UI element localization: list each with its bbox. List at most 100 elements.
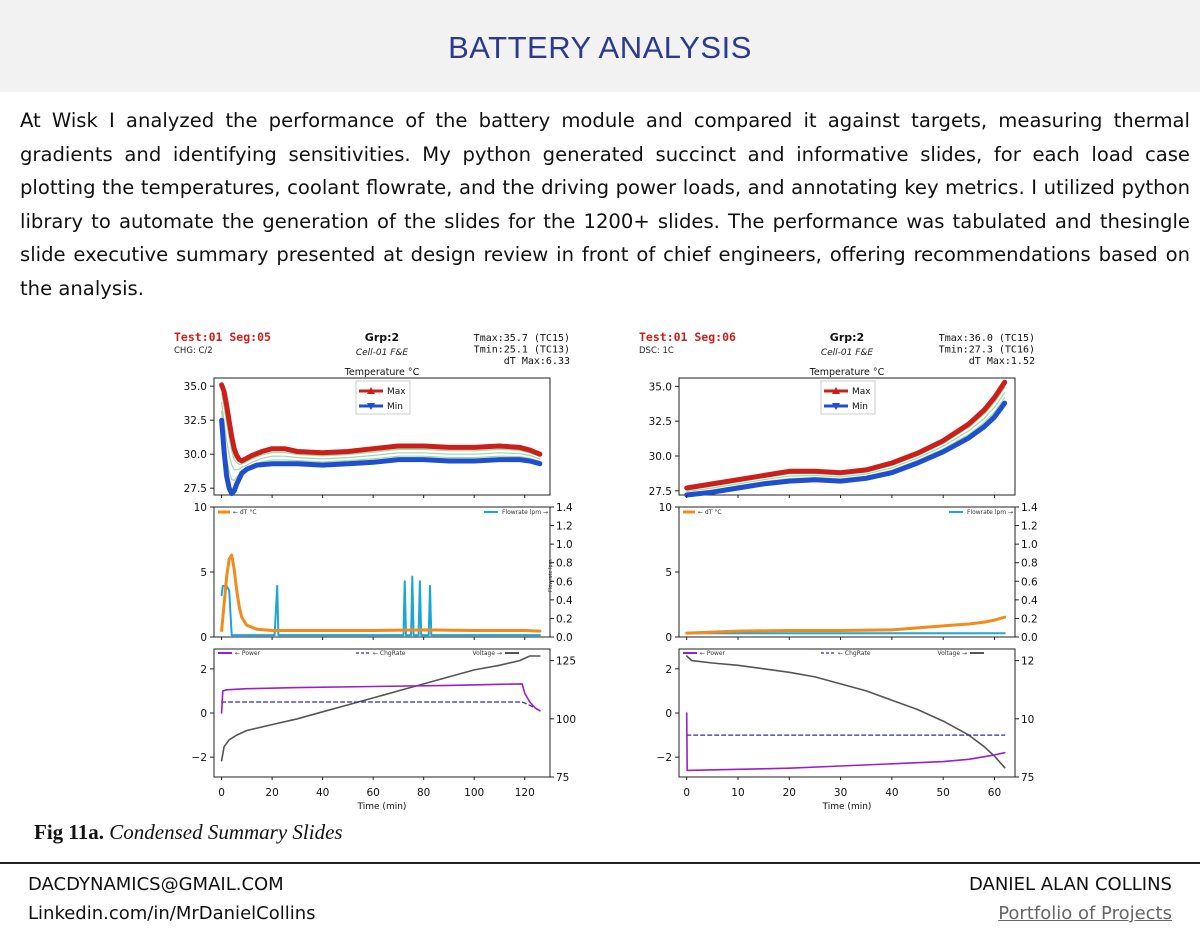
slide-group: Grp:2	[365, 331, 399, 344]
slide-stat: Tmin:27.3 (TC16)	[939, 345, 1035, 356]
voltage-line	[685, 655, 1006, 769]
x-tick-label: 120	[515, 787, 535, 799]
legend-power-label: ← Power	[700, 650, 726, 657]
flow-y-tick-label: 1.2	[556, 521, 573, 533]
summary-slides: Test:01 Seg:05 CHG: C/2 Grp:2 Cell-01 F&E Tm…	[160, 322, 1060, 817]
flow-y-tick-label: 0.0	[556, 632, 573, 644]
power-line	[685, 712, 1006, 772]
x-axis-label: Time (min)	[357, 802, 407, 812]
slide-group: Grp:2	[830, 331, 864, 344]
dt-y-tick-label: 0	[200, 632, 207, 644]
voltage-y-tick-label: 125	[556, 656, 576, 668]
x-tick-label: 40	[885, 787, 898, 799]
x-tick-label: 0	[683, 787, 690, 799]
x-tick-label: 20	[265, 787, 278, 799]
temperature-title: Temperature °C	[344, 367, 420, 378]
dt-y-tick-label: 10	[194, 502, 207, 514]
legend-max-marker	[832, 387, 840, 394]
temperature-title: Temperature °C	[809, 367, 885, 378]
min-temp-line	[684, 400, 1008, 498]
legend-chgrate-label: ← ChgRate	[838, 650, 871, 657]
power-y-tick-label: −2	[192, 752, 207, 764]
plot-frame	[213, 506, 551, 638]
slide-stat: dT Max:6.33	[504, 356, 570, 367]
plot-frame	[678, 506, 1016, 638]
dt-line	[220, 553, 542, 633]
temp-y-tick-label: 35.0	[649, 381, 672, 393]
slide-cell: Cell-01 F&E	[821, 348, 874, 358]
slide-title: Test:01 Seg:05	[174, 330, 271, 344]
plot-frame	[678, 377, 1016, 496]
plot-frame	[213, 648, 551, 778]
temp-legend-box	[820, 380, 876, 415]
flow-y-tick-label: 0.0	[1021, 632, 1038, 644]
legend-dt-label: ← dT °C	[233, 509, 257, 516]
temp-y-tick-label: 27.5	[184, 483, 207, 495]
tc-band-line	[686, 392, 1006, 493]
dt-y-tick-label: 5	[200, 567, 207, 579]
temp-y-tick-label: 32.5	[649, 416, 672, 428]
power-y-tick-label: 2	[200, 664, 207, 676]
footer-email: DACDYNAMICS@GMAIL.COM	[28, 874, 284, 895]
power-line	[220, 683, 541, 714]
legend-flow-label: Flowrate lpm →	[967, 509, 1013, 516]
voltage-y-tick-label: 10	[1021, 714, 1034, 726]
x-tick-label: 20	[783, 787, 796, 799]
power-y-tick-label: 2	[665, 664, 672, 676]
x-tick-label: 60	[366, 787, 379, 799]
footer-name: DANIEL ALAN COLLINS	[968, 874, 1172, 895]
figure-title: Condensed Summary Slides	[109, 820, 343, 844]
plot-frame	[678, 648, 1016, 778]
slide-stat: dT Max:1.52	[969, 356, 1035, 367]
power-y-tick-label: −2	[657, 752, 672, 764]
dt-y-tick-label: 5	[665, 567, 672, 579]
flow-axis-label: Flowrate lpm	[548, 559, 554, 592]
temp-legend-box	[355, 380, 411, 415]
power-y-tick-label: 0	[665, 708, 672, 720]
min-temp-line	[219, 417, 543, 497]
voltage-y-tick-label: 75	[1021, 772, 1034, 784]
legend-voltage-label: Voltage →	[938, 650, 967, 657]
slide-title: Test:01 Seg:06	[639, 330, 736, 344]
figure-caption: Fig 11a. Condensed Summary Slides	[34, 820, 343, 845]
voltage-y-tick-label: 12	[1021, 656, 1034, 668]
flow-y-tick-label: 1.0	[556, 539, 573, 551]
portfolio-link[interactable]: Portfolio of Projects	[998, 903, 1172, 924]
legend-min-marker	[832, 403, 840, 410]
flow-y-tick-label: 0.6	[1021, 576, 1038, 588]
chgrate-line	[221, 701, 541, 712]
flow-y-tick-label: 0.6	[556, 576, 573, 588]
slide-stat: Tmax:36.0 (TC15)	[939, 333, 1035, 344]
slide-mode: CHG: C/2	[174, 346, 213, 356]
dt-line	[685, 615, 1007, 635]
max-temp-line	[219, 382, 543, 464]
intro-paragraph: At Wisk I analyzed the performance of th…	[20, 109, 1190, 300]
x-axis-label: Time (min)	[822, 802, 872, 812]
tc-band-line	[221, 401, 541, 471]
legend-min-label: Min	[387, 402, 403, 412]
flow-y-tick-label: 1.2	[1021, 521, 1038, 533]
temp-y-tick-label: 30.0	[184, 449, 207, 461]
flow-y-tick-label: 0.4	[1021, 595, 1038, 607]
voltage-line	[220, 655, 541, 762]
x-tick-label: 80	[417, 787, 430, 799]
x-tick-label: 10	[731, 787, 744, 799]
plot-frame	[213, 377, 551, 496]
slide-mode: DSC: 1C	[639, 346, 674, 356]
legend-max-marker	[367, 387, 375, 394]
legend-min-label: Min	[852, 402, 868, 412]
slide-cell: Cell-01 F&E	[356, 348, 409, 358]
x-tick-label: 60	[988, 787, 1001, 799]
legend-max-label: Max	[852, 387, 871, 397]
figure-label: Fig 11a.	[34, 820, 105, 844]
flowrate-line	[220, 575, 541, 637]
temp-y-tick-label: 30.0	[649, 451, 672, 463]
legend-flow-label: Flowrate lpm →	[502, 509, 548, 516]
flow-y-tick-label: 0.2	[1021, 613, 1038, 625]
x-tick-label: 50	[936, 787, 949, 799]
temp-y-tick-label: 35.0	[184, 381, 207, 393]
page-header: BATTERY ANALYSIS	[0, 0, 1200, 92]
legend-max-label: Max	[387, 387, 406, 397]
flow-y-tick-label: 0.8	[1021, 558, 1038, 570]
legend-voltage-label: Voltage →	[473, 650, 502, 657]
